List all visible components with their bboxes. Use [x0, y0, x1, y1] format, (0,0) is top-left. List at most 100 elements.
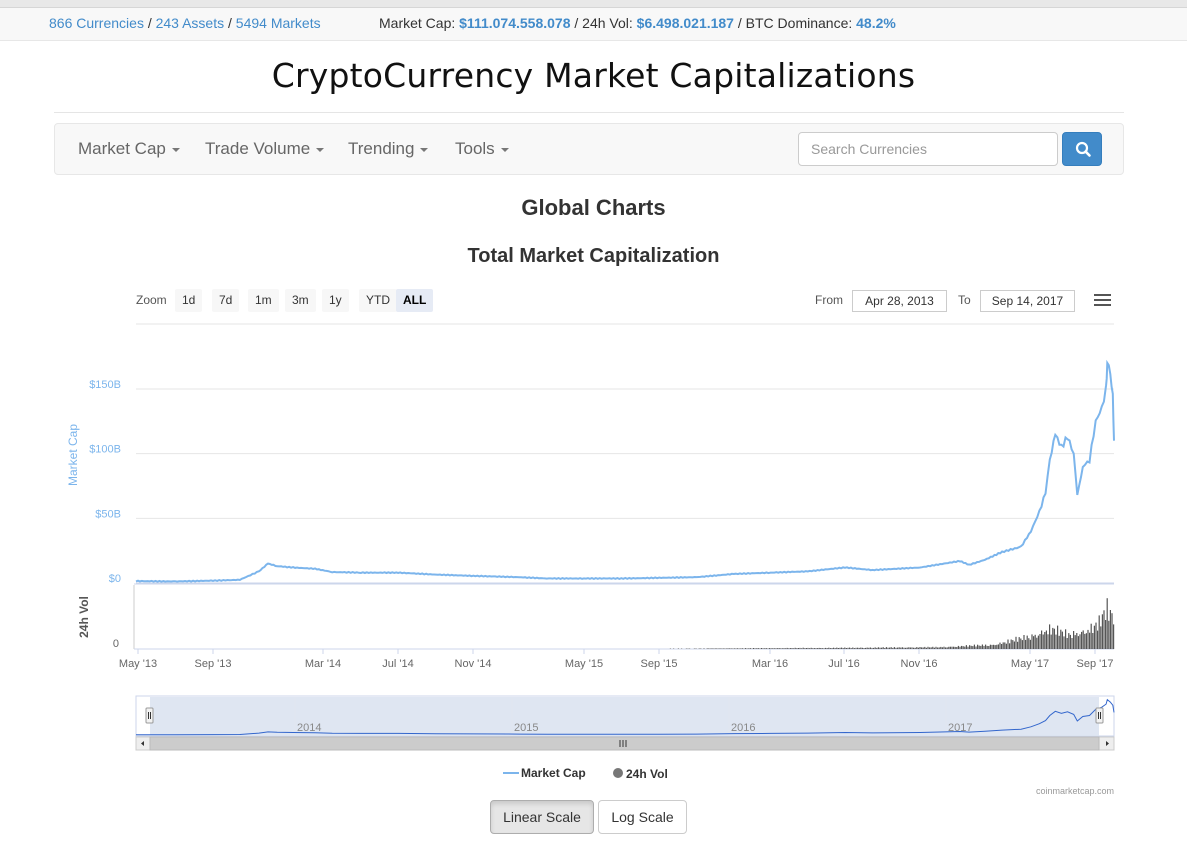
volume-bar [1033, 636, 1035, 649]
volume-bar [751, 648, 753, 649]
from-date-input[interactable] [852, 290, 947, 312]
volume-bar [810, 647, 812, 649]
scroll-left-arrow-icon[interactable] [141, 741, 144, 746]
scroll-right-arrow-icon[interactable] [1106, 741, 1109, 746]
legend-item-24h-vol[interactable]: 24h Vol [612, 766, 668, 781]
volume-bar [833, 647, 835, 649]
volume-bar [748, 648, 750, 649]
volume-bar [783, 648, 785, 649]
caret-down-icon [420, 147, 429, 152]
volume-bar [884, 648, 886, 649]
volume-bar [901, 647, 903, 649]
navigator-year-label: 2016 [731, 722, 755, 734]
volume-bar [857, 647, 859, 649]
volume-bar [1050, 634, 1052, 649]
browser-top-strip [0, 0, 1187, 8]
volume-bar [1047, 634, 1049, 649]
zoom-button-all[interactable]: ALL [396, 289, 434, 312]
volume-bar [930, 647, 932, 649]
volume-bar [997, 644, 999, 649]
assets-link[interactable]: 243 Assets [155, 15, 225, 31]
volume-bar [836, 647, 838, 649]
volume-bar [861, 647, 863, 649]
volume-bar [842, 648, 844, 649]
volume-bar [969, 645, 971, 649]
markets-link[interactable]: 5494 Markets [235, 15, 321, 31]
search-button[interactable] [1062, 132, 1102, 166]
search-input[interactable] [798, 132, 1058, 166]
volume-bar [781, 648, 783, 649]
volume-bar [775, 648, 777, 649]
zoom-button-3m[interactable]: 3m [285, 289, 316, 312]
volume-bar [1013, 641, 1015, 649]
volume-bar [789, 648, 791, 649]
currencies-link[interactable]: 866 Currencies [49, 15, 144, 31]
volume-bar [964, 646, 966, 649]
zoom-button-1m[interactable]: 1m [248, 289, 279, 312]
volume-bar [913, 647, 915, 649]
volume-bar [1017, 641, 1019, 649]
volume-bar [906, 647, 908, 649]
volume-bar [932, 646, 934, 649]
volume-bar [925, 647, 927, 649]
navigator-selection[interactable] [150, 697, 1099, 736]
navigator-year-label: 2015 [514, 722, 538, 734]
navigator-left-handle[interactable] [145, 707, 154, 724]
volume-bar [765, 648, 767, 649]
volume-bar [917, 647, 919, 649]
volume-bar [1066, 638, 1068, 649]
legend-label: 24h Vol [626, 767, 668, 781]
nav-market-cap-dropdown[interactable]: Market Cap [78, 139, 180, 159]
volume-bar [973, 644, 975, 649]
navigator-right-handle[interactable] [1095, 707, 1104, 724]
volume-bar [740, 648, 742, 649]
zoom-button-1d[interactable]: 1d [175, 289, 203, 312]
volume-bar [1010, 639, 1012, 649]
linear-scale-button[interactable]: Linear Scale [490, 800, 594, 834]
volume-bar [703, 648, 705, 649]
volume-bar [1031, 634, 1033, 649]
caret-down-icon [316, 147, 325, 152]
volume-bar [716, 648, 718, 649]
volume-bar [1007, 639, 1009, 649]
volume-bar [818, 647, 820, 649]
log-scale-button[interactable]: Log Scale [598, 800, 687, 834]
volume-bar [953, 646, 955, 649]
volume-bar [938, 647, 940, 649]
volume-bar [945, 647, 947, 649]
x-tick-label: Mar '16 [752, 658, 788, 670]
volume-bar [985, 644, 987, 649]
nav-tools-dropdown[interactable]: Tools [455, 139, 509, 159]
volume-bar [957, 645, 959, 649]
nav-trending-dropdown[interactable]: Trending [348, 139, 429, 159]
volume-bar [975, 646, 977, 649]
volume-bar [996, 644, 998, 649]
volume-bar [1025, 639, 1027, 649]
zoom-button-1y[interactable]: 1y [322, 289, 349, 312]
volume-bar [1068, 633, 1070, 649]
nav-trade-volume-dropdown[interactable]: Trade Volume [205, 139, 325, 159]
volume-bar [1044, 632, 1046, 649]
volume-bar [1087, 629, 1089, 649]
legend-item-market-cap[interactable]: Market Cap [503, 766, 586, 780]
volume-bar [866, 647, 868, 649]
to-date-input[interactable] [980, 290, 1075, 312]
zoom-button-7d[interactable]: 7d [212, 289, 240, 312]
chart-credits[interactable]: coinmarketcap.com [1036, 786, 1115, 796]
volume-bar [922, 647, 924, 649]
volume-bar [1018, 637, 1020, 649]
volume-bar [961, 645, 963, 649]
volume-bar [887, 647, 889, 649]
volume-bar [729, 648, 731, 649]
hamburger-menu-icon[interactable] [1094, 294, 1111, 308]
volume-bar [820, 648, 822, 649]
volume-bar [954, 646, 956, 649]
chart-title: Total Market Capitalization [467, 245, 720, 267]
scrollbar-thumb[interactable] [149, 736, 1100, 751]
zoom-button-ytd[interactable]: YTD [359, 289, 397, 312]
volume-bar [837, 648, 839, 649]
volume-bar [677, 648, 679, 649]
market-cap-axis-title: Market Cap [66, 424, 80, 486]
volume-bar [853, 648, 855, 649]
